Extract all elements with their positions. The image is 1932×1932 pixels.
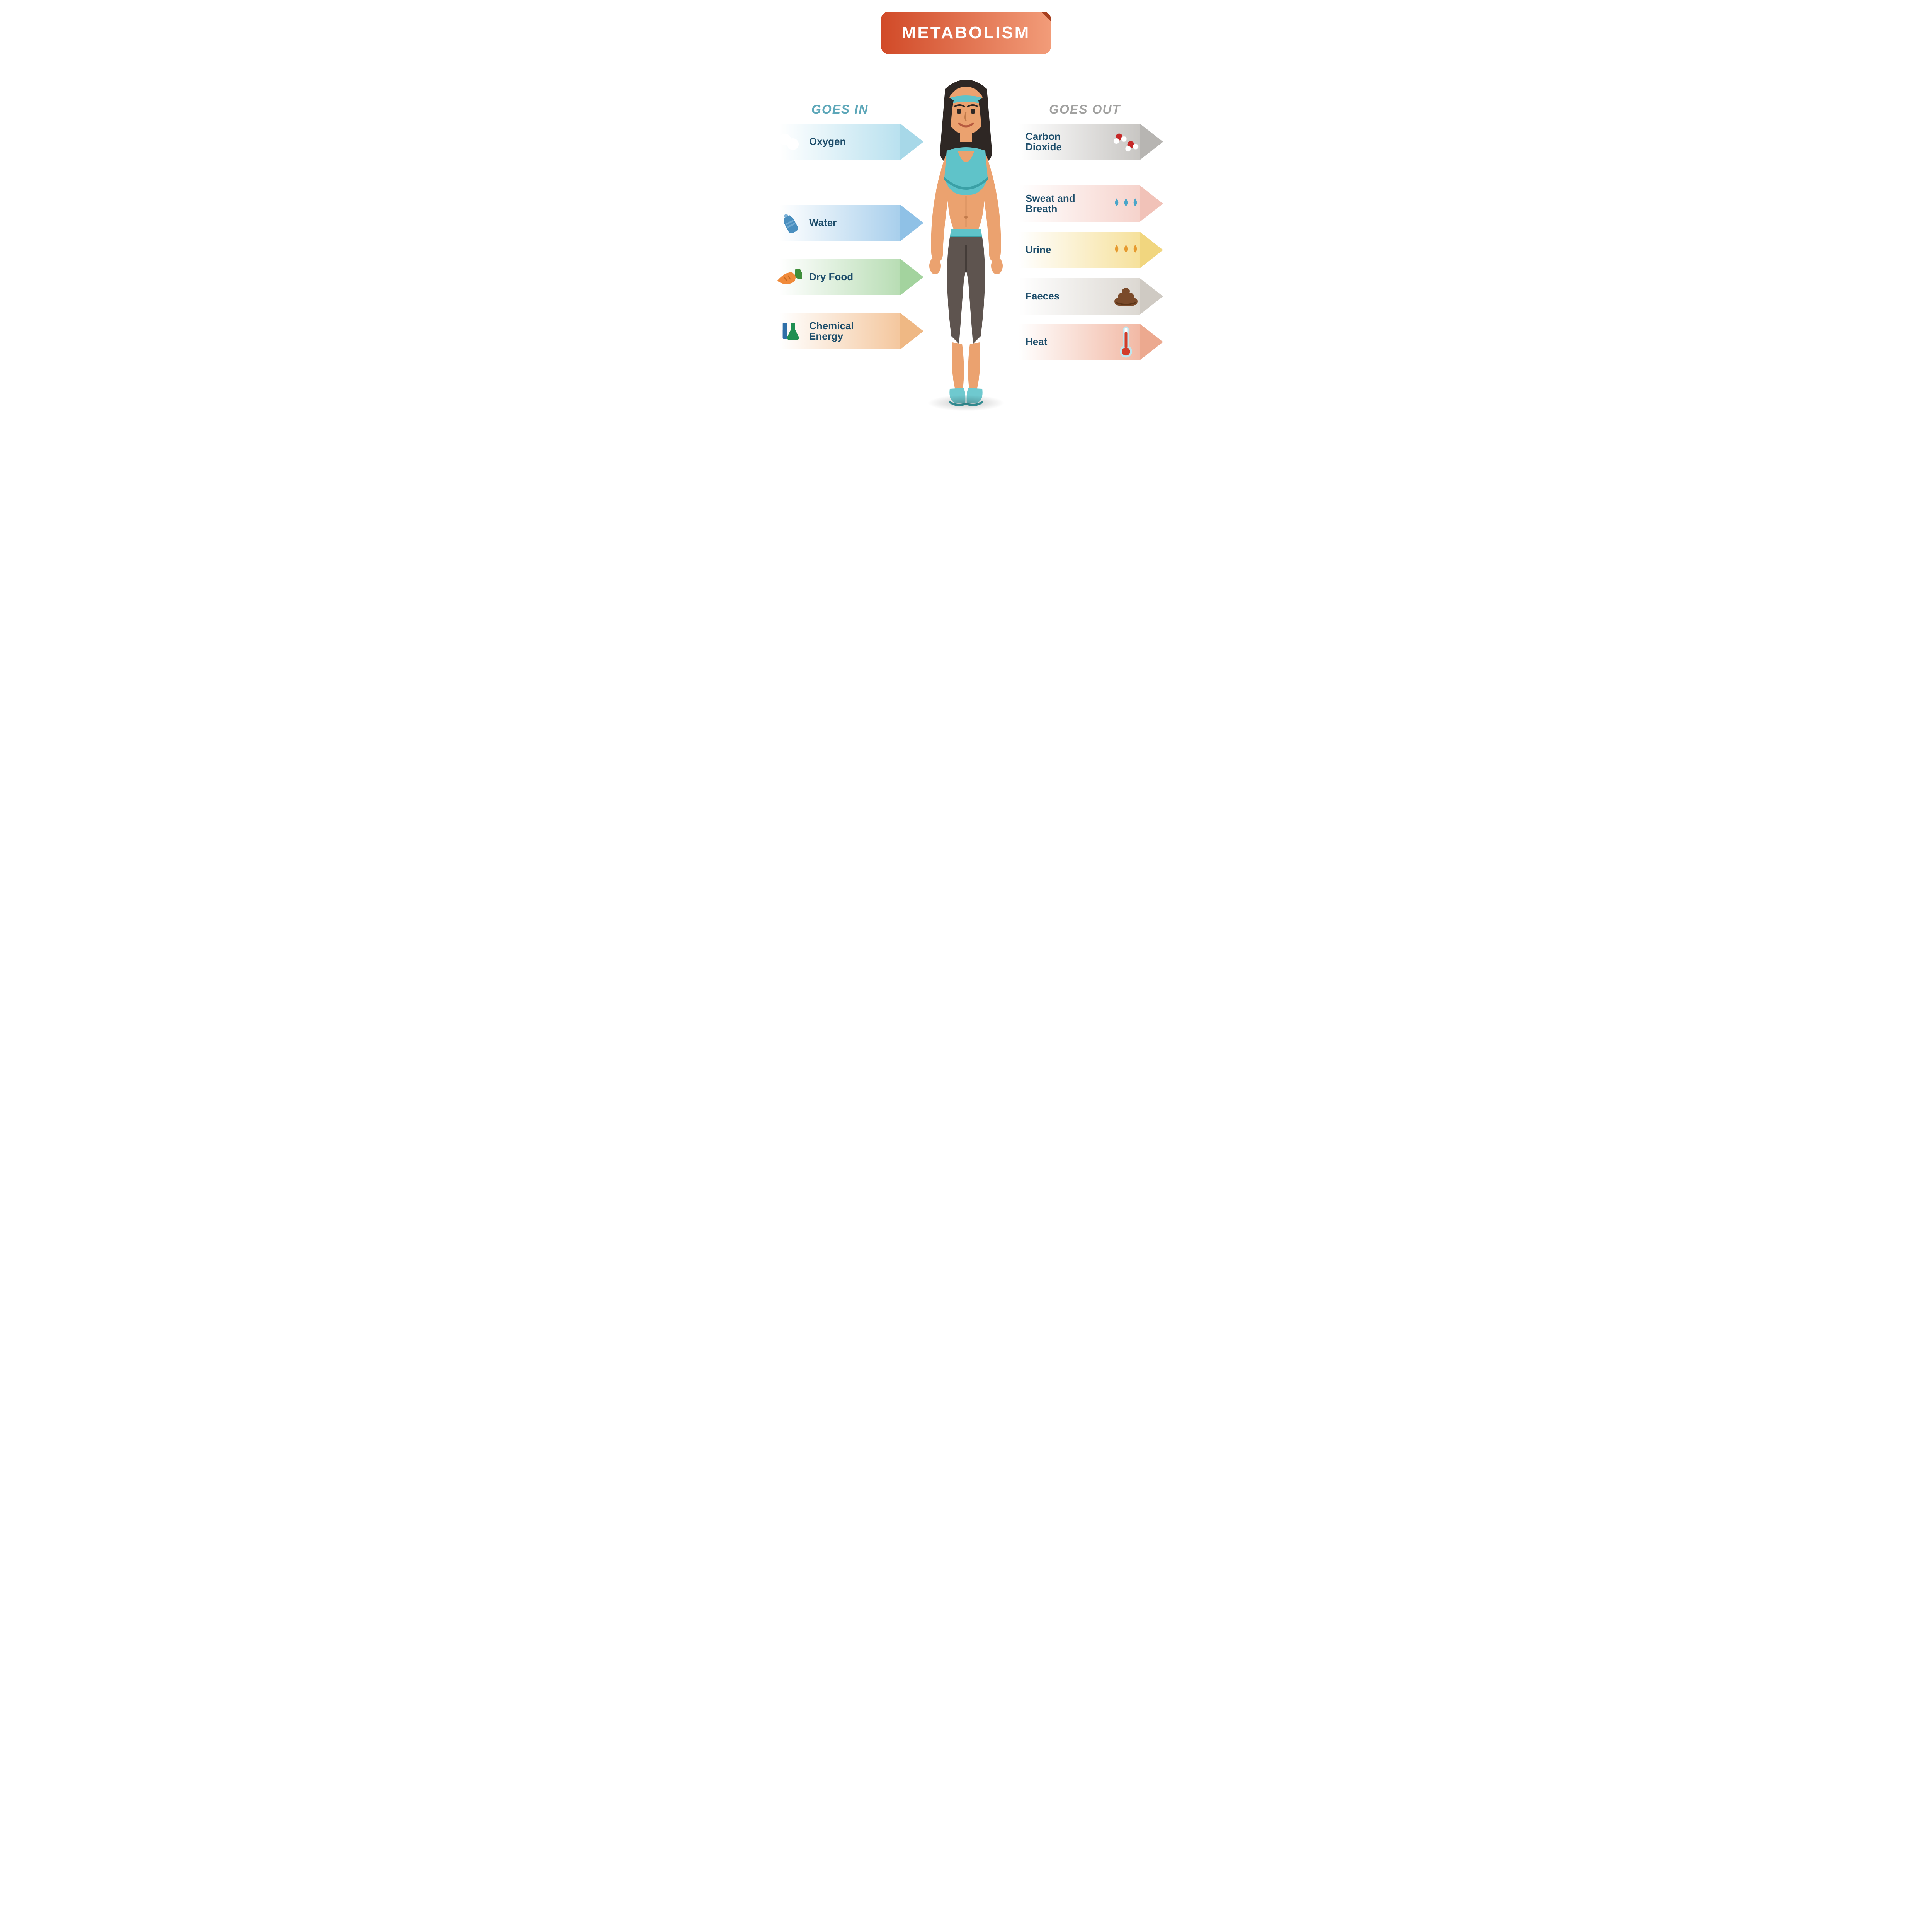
drops-icon (1112, 236, 1140, 264)
human-figure-svg (908, 73, 1024, 413)
thermo-icon (1112, 328, 1140, 356)
eye-r (971, 109, 975, 114)
shin-l (952, 342, 964, 389)
output-arrow-co2: Carbon Dioxide (1009, 124, 1163, 160)
title-fold (1041, 12, 1051, 22)
output-label-faeces: Faeces (1026, 291, 1107, 301)
input-arrow-dry_food: Dry Food (769, 259, 923, 295)
eye-l (957, 109, 961, 114)
output-arrow-sweat: Sweat and Breath (1009, 185, 1163, 222)
title-banner: METABOLISM (881, 12, 1051, 54)
oxygen-icon (776, 128, 804, 156)
input-label-oxygen: Oxygen (809, 136, 846, 147)
infographic-canvas: METABOLISM GOES IN GOES OUT Oxygen Water D… (761, 0, 1171, 434)
co2-icon (1112, 128, 1140, 156)
output-label-urine: Urine (1026, 245, 1107, 255)
input-arrow-water: Water (769, 205, 923, 241)
drops-icon (1112, 190, 1140, 218)
input-arrow-oxygen: Oxygen (769, 124, 923, 160)
bottle-icon (776, 209, 804, 237)
output-label-co2: Carbon Dioxide (1026, 131, 1107, 153)
figure-shadow (927, 395, 1005, 411)
output-label-heat: Heat (1026, 337, 1107, 347)
hand-l (929, 257, 941, 274)
goes-out-header: GOES OUT (1049, 102, 1121, 117)
hand-r (991, 257, 1003, 274)
output-arrow-urine: Urine (1009, 232, 1163, 268)
human-figure (908, 73, 1024, 413)
output-label-sweat: Sweat and Breath (1026, 193, 1107, 214)
carrot-icon (776, 263, 804, 291)
title-text: METABOLISM (902, 23, 1031, 43)
input-label-chemical: Chemical Energy (809, 321, 854, 342)
input-label-water: Water (809, 218, 837, 228)
goes-in-header: GOES IN (811, 102, 868, 117)
poop-icon (1112, 282, 1140, 310)
output-arrow-faeces: Faeces (1009, 278, 1163, 315)
input-label-dry_food: Dry Food (809, 272, 853, 282)
input-arrow-chemical: Chemical Energy (769, 313, 923, 349)
output-arrow-heat: Heat (1009, 324, 1163, 360)
shin-r (968, 342, 980, 389)
flask-icon (776, 317, 804, 345)
